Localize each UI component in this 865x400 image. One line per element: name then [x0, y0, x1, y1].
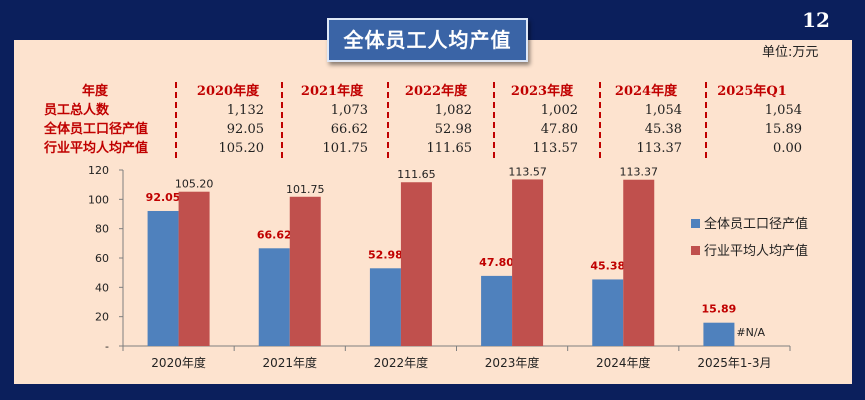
table-cell: 1,132 [226, 103, 264, 118]
table-header-cell: 2021年度 [300, 84, 364, 99]
table-cell: 101.75 [322, 141, 369, 156]
bar [703, 322, 735, 346]
table-cell: 1,082 [434, 103, 472, 118]
data-label: 66.62 [257, 228, 292, 241]
bar [400, 182, 432, 346]
y-tick-label: - [105, 340, 109, 353]
table-cell: 1,002 [540, 103, 578, 118]
data-label: 15.89 [702, 303, 737, 316]
bar [592, 279, 624, 346]
table-header-cell: 2022年度 [404, 84, 468, 99]
bar [258, 248, 290, 346]
bar [512, 179, 544, 346]
bar [178, 191, 210, 346]
x-tick-label: 2025年1-3月 [697, 356, 771, 370]
table-header-cell: 2020年度 [196, 84, 260, 99]
table-header-row: 年度 2020年度 2021年度 2022年度 2023年度 2024年度 20… [30, 82, 820, 101]
bar [289, 196, 321, 346]
table-cell: 45.38 [644, 122, 682, 137]
table-cell: 66.62 [330, 122, 368, 137]
y-tick-label: 40 [95, 281, 109, 294]
table-row: 行业平均人均产值 105.20 101.75 111.65 113.57 113… [30, 139, 820, 158]
table-cell: 15.89 [764, 122, 802, 137]
unit-label: 单位:万元 [762, 45, 819, 60]
bar [481, 275, 513, 346]
bar [623, 179, 655, 346]
table-cell: 113.37 [636, 141, 683, 156]
data-label: 47.80 [479, 256, 514, 269]
table-cell: 1,054 [764, 103, 802, 118]
table-cell: 105.20 [218, 141, 265, 156]
x-tick-label: 2020年度 [151, 355, 206, 370]
data-label: 45.38 [590, 259, 625, 272]
legend-label: 行业平均人均产值 [704, 243, 808, 259]
data-label: 52.98 [368, 248, 403, 261]
data-label: #N/A [736, 326, 765, 339]
bar [369, 268, 401, 346]
table-divider [493, 82, 495, 158]
table-header-cell: 2023年度 [510, 84, 574, 99]
table-divider [599, 82, 601, 158]
table-cell: 111.65 [426, 141, 473, 156]
y-tick-label: 20 [95, 311, 109, 324]
bar [147, 210, 179, 346]
table-header-cell: 年度 [81, 84, 108, 99]
data-label: 92.05 [146, 191, 181, 204]
table-cell: 52.98 [434, 122, 472, 137]
legend-swatch [691, 219, 700, 228]
data-label: 101.75 [286, 183, 325, 196]
table-divider [281, 82, 283, 158]
table-divider [387, 82, 389, 158]
x-tick-label: 2021年度 [262, 355, 317, 370]
table-cell: 1,054 [644, 103, 682, 118]
y-tick-label: 80 [95, 223, 109, 236]
table-divider [705, 82, 707, 158]
table-row-label: 全体员工口径产值 [44, 122, 149, 137]
table-cell: 47.80 [540, 122, 578, 137]
table-cell: 113.57 [532, 141, 579, 156]
y-tick-label: 120 [88, 164, 109, 177]
x-tick-label: 2022年度 [374, 355, 429, 370]
slide-title: 全体员工人均产值 [327, 18, 528, 62]
data-label: 105.20 [175, 178, 214, 191]
x-tick-label: 2023年度 [485, 355, 540, 370]
data-label: 111.65 [397, 168, 436, 181]
table-header-cell: 2024年度 [614, 84, 678, 99]
x-tick-label: 2024年度 [596, 355, 651, 370]
page-number: 12 [802, 8, 830, 32]
data-label: 113.57 [508, 165, 547, 178]
table-header-cell: 2025年Q1 [717, 84, 787, 99]
legend-swatch [691, 246, 700, 255]
table-cell: 0.00 [773, 141, 802, 156]
table-row: 全体员工口径产值 92.05 66.62 52.98 47.80 45.38 1… [30, 120, 820, 139]
table-cell: 1,073 [330, 103, 368, 118]
legend-label: 全体员工口径产值 [704, 216, 808, 232]
data-label: 113.37 [620, 166, 659, 179]
y-tick-label: 100 [88, 193, 109, 206]
table-cell: 92.05 [226, 122, 264, 137]
table-row-label: 员工总人数 [44, 103, 110, 118]
table-row-label: 行业平均人均产值 [44, 141, 149, 156]
table-divider [175, 82, 177, 158]
table-row: 员工总人数 1,132 1,073 1,082 1,002 1,054 1,05… [30, 101, 820, 120]
y-tick-label: 60 [95, 252, 109, 265]
